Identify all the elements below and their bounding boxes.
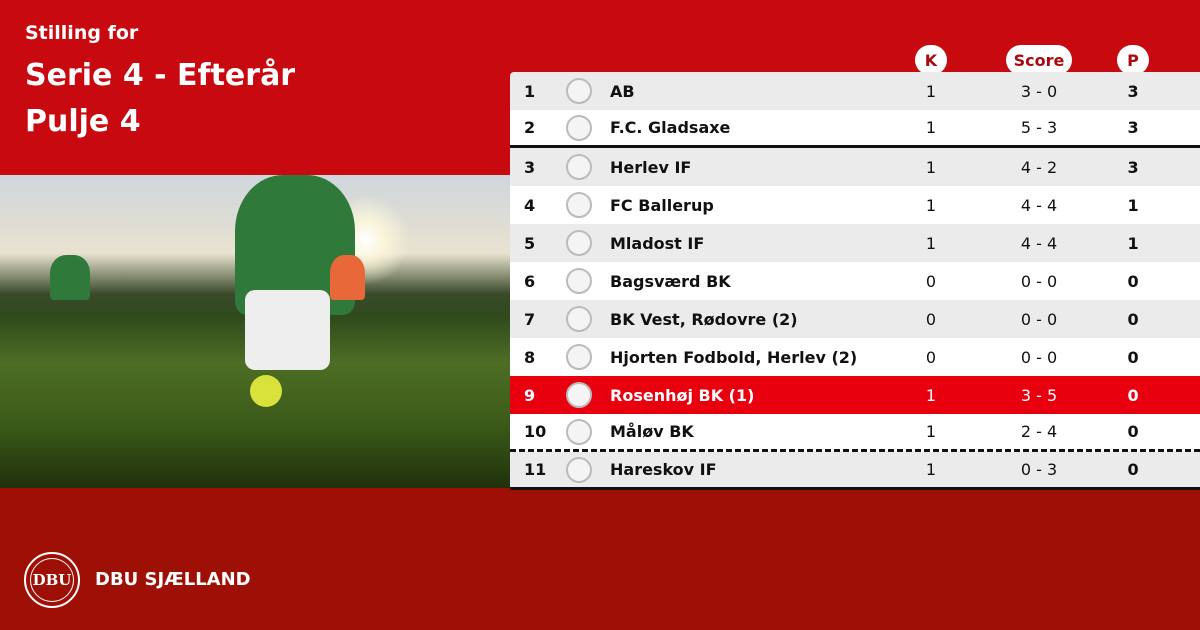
table-row: 11 Hareskov IF 1 0 - 3 0 — [510, 452, 1200, 490]
table-row: 10 Måløv BK 1 2 - 4 0 — [510, 414, 1200, 452]
club-crest-icon — [566, 230, 592, 256]
table-row: 2 F.C. Gladsaxe 1 5 - 3 3 — [510, 110, 1200, 148]
club-crest-icon — [566, 418, 592, 445]
table-row: 3 Herlev IF 1 4 - 2 3 — [510, 148, 1200, 186]
club-crest-icon — [566, 382, 592, 408]
team-name: FC Ballerup — [610, 195, 714, 215]
team-name: Hjorten Fodbold, Herlev (2) — [610, 347, 858, 367]
position: 4 — [524, 195, 536, 215]
position: 9 — [524, 385, 536, 405]
team-name: Rosenhøj BK (1) — [610, 385, 755, 405]
column-header-score: Score — [1006, 45, 1072, 75]
position: 11 — [524, 460, 547, 479]
table-row: 1 AB 1 3 - 0 3 — [510, 72, 1200, 110]
team-name: Bagsværd BK — [610, 271, 731, 291]
club-crest-icon — [566, 192, 592, 218]
pool-title: Pulje 4 — [25, 104, 141, 139]
position: 8 — [524, 347, 536, 367]
club-crest-icon — [566, 154, 592, 180]
page-title: Serie 4 - Efterår — [25, 58, 296, 93]
position: 5 — [524, 233, 536, 253]
team-name: Herlev IF — [610, 157, 692, 177]
club-crest-icon — [566, 344, 592, 370]
team-name: AB — [610, 81, 635, 101]
column-header-k: K — [915, 45, 947, 75]
table-row: 4 FC Ballerup 1 4 - 4 1 — [510, 186, 1200, 224]
position: 3 — [524, 157, 536, 177]
club-crest-icon — [566, 306, 592, 332]
position: 6 — [524, 271, 536, 291]
table-row: 8 Hjorten Fodbold, Herlev (2) 0 0 - 0 0 — [510, 338, 1200, 376]
position: 7 — [524, 309, 536, 329]
club-crest-icon — [566, 114, 592, 141]
team-name: Måløv BK — [610, 422, 694, 441]
table-row: 7 BK Vest, Rødovre (2) 0 0 - 0 0 — [510, 300, 1200, 338]
position: 2 — [524, 118, 536, 137]
team-name: BK Vest, Rødovre (2) — [610, 309, 798, 329]
table-row: 9 Rosenhøj BK (1) 1 3 - 5 0 — [510, 376, 1200, 414]
team-name: Mladost IF — [610, 233, 705, 253]
club-crest-icon — [566, 78, 592, 104]
table-row: 5 Mladost IF 1 4 - 4 1 — [510, 224, 1200, 262]
club-crest-icon — [566, 456, 592, 483]
football-photo — [0, 175, 510, 488]
dbu-logo: DBU — [24, 552, 80, 608]
team-name: F.C. Gladsaxe — [610, 118, 731, 137]
brand-name: DBU SJÆLLAND — [95, 569, 251, 590]
club-crest-icon — [566, 268, 592, 294]
position: 1 — [524, 81, 536, 101]
subtitle: Stilling for — [25, 22, 139, 44]
footer-band — [0, 488, 1200, 630]
position: 10 — [524, 422, 547, 441]
column-header-p: P — [1117, 45, 1149, 75]
team-name: Hareskov IF — [610, 460, 717, 479]
table-row: 6 Bagsværd BK 0 0 - 0 0 — [510, 262, 1200, 300]
